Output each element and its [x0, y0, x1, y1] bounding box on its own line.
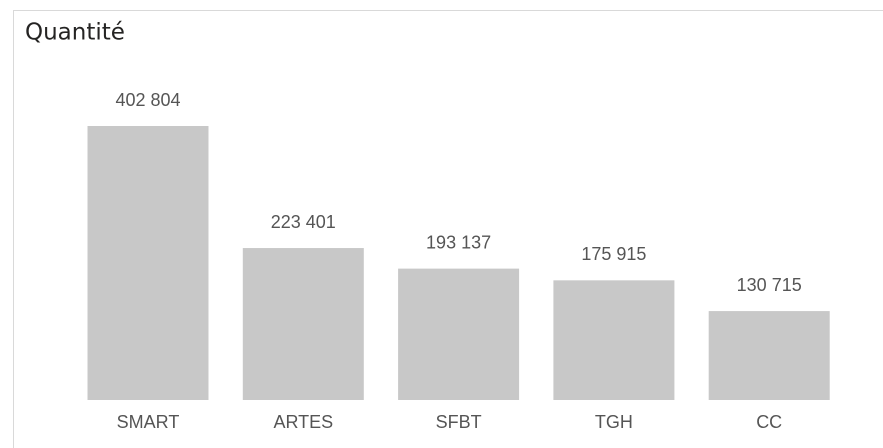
bar	[553, 280, 675, 400]
data-label: 402 804	[115, 90, 180, 110]
bar	[242, 248, 364, 400]
x-tick-label: TGH	[595, 412, 633, 432]
x-tick-label: ARTES	[273, 412, 333, 432]
bar	[398, 268, 520, 400]
data-label: 175 915	[581, 244, 646, 264]
data-label: 193 137	[426, 232, 491, 252]
x-tick-label: CC	[756, 412, 782, 432]
chart-title: Quantité	[25, 20, 125, 46]
x-tick-label: SMART	[117, 412, 180, 432]
bar	[87, 126, 209, 400]
data-label: 223 401	[271, 212, 336, 232]
data-label: 130 715	[737, 275, 802, 295]
x-tick-label: SFBT	[436, 412, 482, 432]
bar	[708, 311, 830, 400]
